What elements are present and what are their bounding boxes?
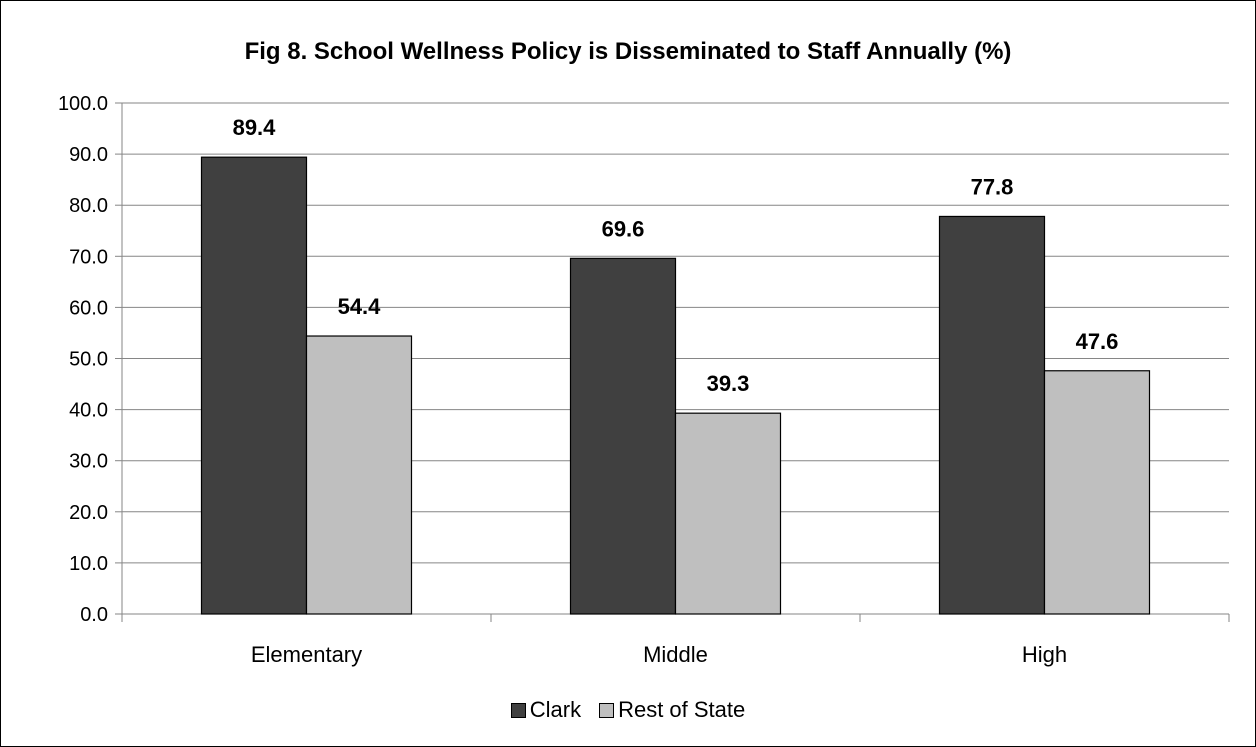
data-label: 89.4 [233, 115, 277, 140]
bar-clark-high [938, 215, 1046, 615]
labels: 0.0 10.0 20.0 30.0 40.0 50.0 60.0 70.0 80.0 90.0 1… [58, 93, 1118, 667]
y-tick-label: 60.0 [69, 297, 108, 319]
y-tick-label: 100.0 [58, 93, 108, 115]
data-label: 77.8 [971, 174, 1014, 199]
bar-clark-middle [569, 257, 677, 615]
data-label: 54.4 [338, 294, 382, 319]
y-tick-label: 0.0 [80, 604, 108, 626]
bar-clark-elementary [200, 156, 308, 615]
y-tick-label: 30.0 [69, 451, 108, 473]
legend-item-rest-of-state: Rest of State [599, 697, 745, 723]
y-tick-label: 40.0 [69, 400, 108, 422]
legend-swatch-clark [510, 702, 526, 718]
y-tick-label: 10.0 [69, 553, 108, 575]
legend-label-clark: Clark [529, 697, 582, 722]
data-label: 69.6 [602, 216, 645, 241]
y-tick-label: 70.0 [69, 246, 108, 268]
legend-item-clark: Clark [510, 697, 582, 723]
y-tick-label: 90.0 [69, 144, 108, 166]
data-label: 47.6 [1076, 329, 1119, 354]
y-tick-label: 20.0 [69, 502, 108, 524]
y-tick-label: 80.0 [69, 195, 108, 217]
bars [200, 156, 1151, 615]
bar-rest-of-state-high [1043, 370, 1151, 615]
bar-rest-of-state-elementary [305, 335, 413, 615]
legend: Clark Rest of State [0, 697, 1256, 723]
legend-label-rest-of-state: Rest of State [618, 697, 746, 722]
bar-rest-of-state-middle [674, 412, 782, 615]
category-label-middle: Middle [643, 642, 708, 667]
y-tick-label: 50.0 [69, 349, 108, 371]
legend-swatch-rest-of-state [599, 702, 615, 718]
data-label: 39.3 [707, 371, 750, 396]
chart-title: Fig 8. School Wellness Policy is Dissemi… [244, 38, 1012, 65]
category-label-elementary: Elementary [251, 642, 362, 667]
category-label-high: High [1022, 642, 1067, 667]
